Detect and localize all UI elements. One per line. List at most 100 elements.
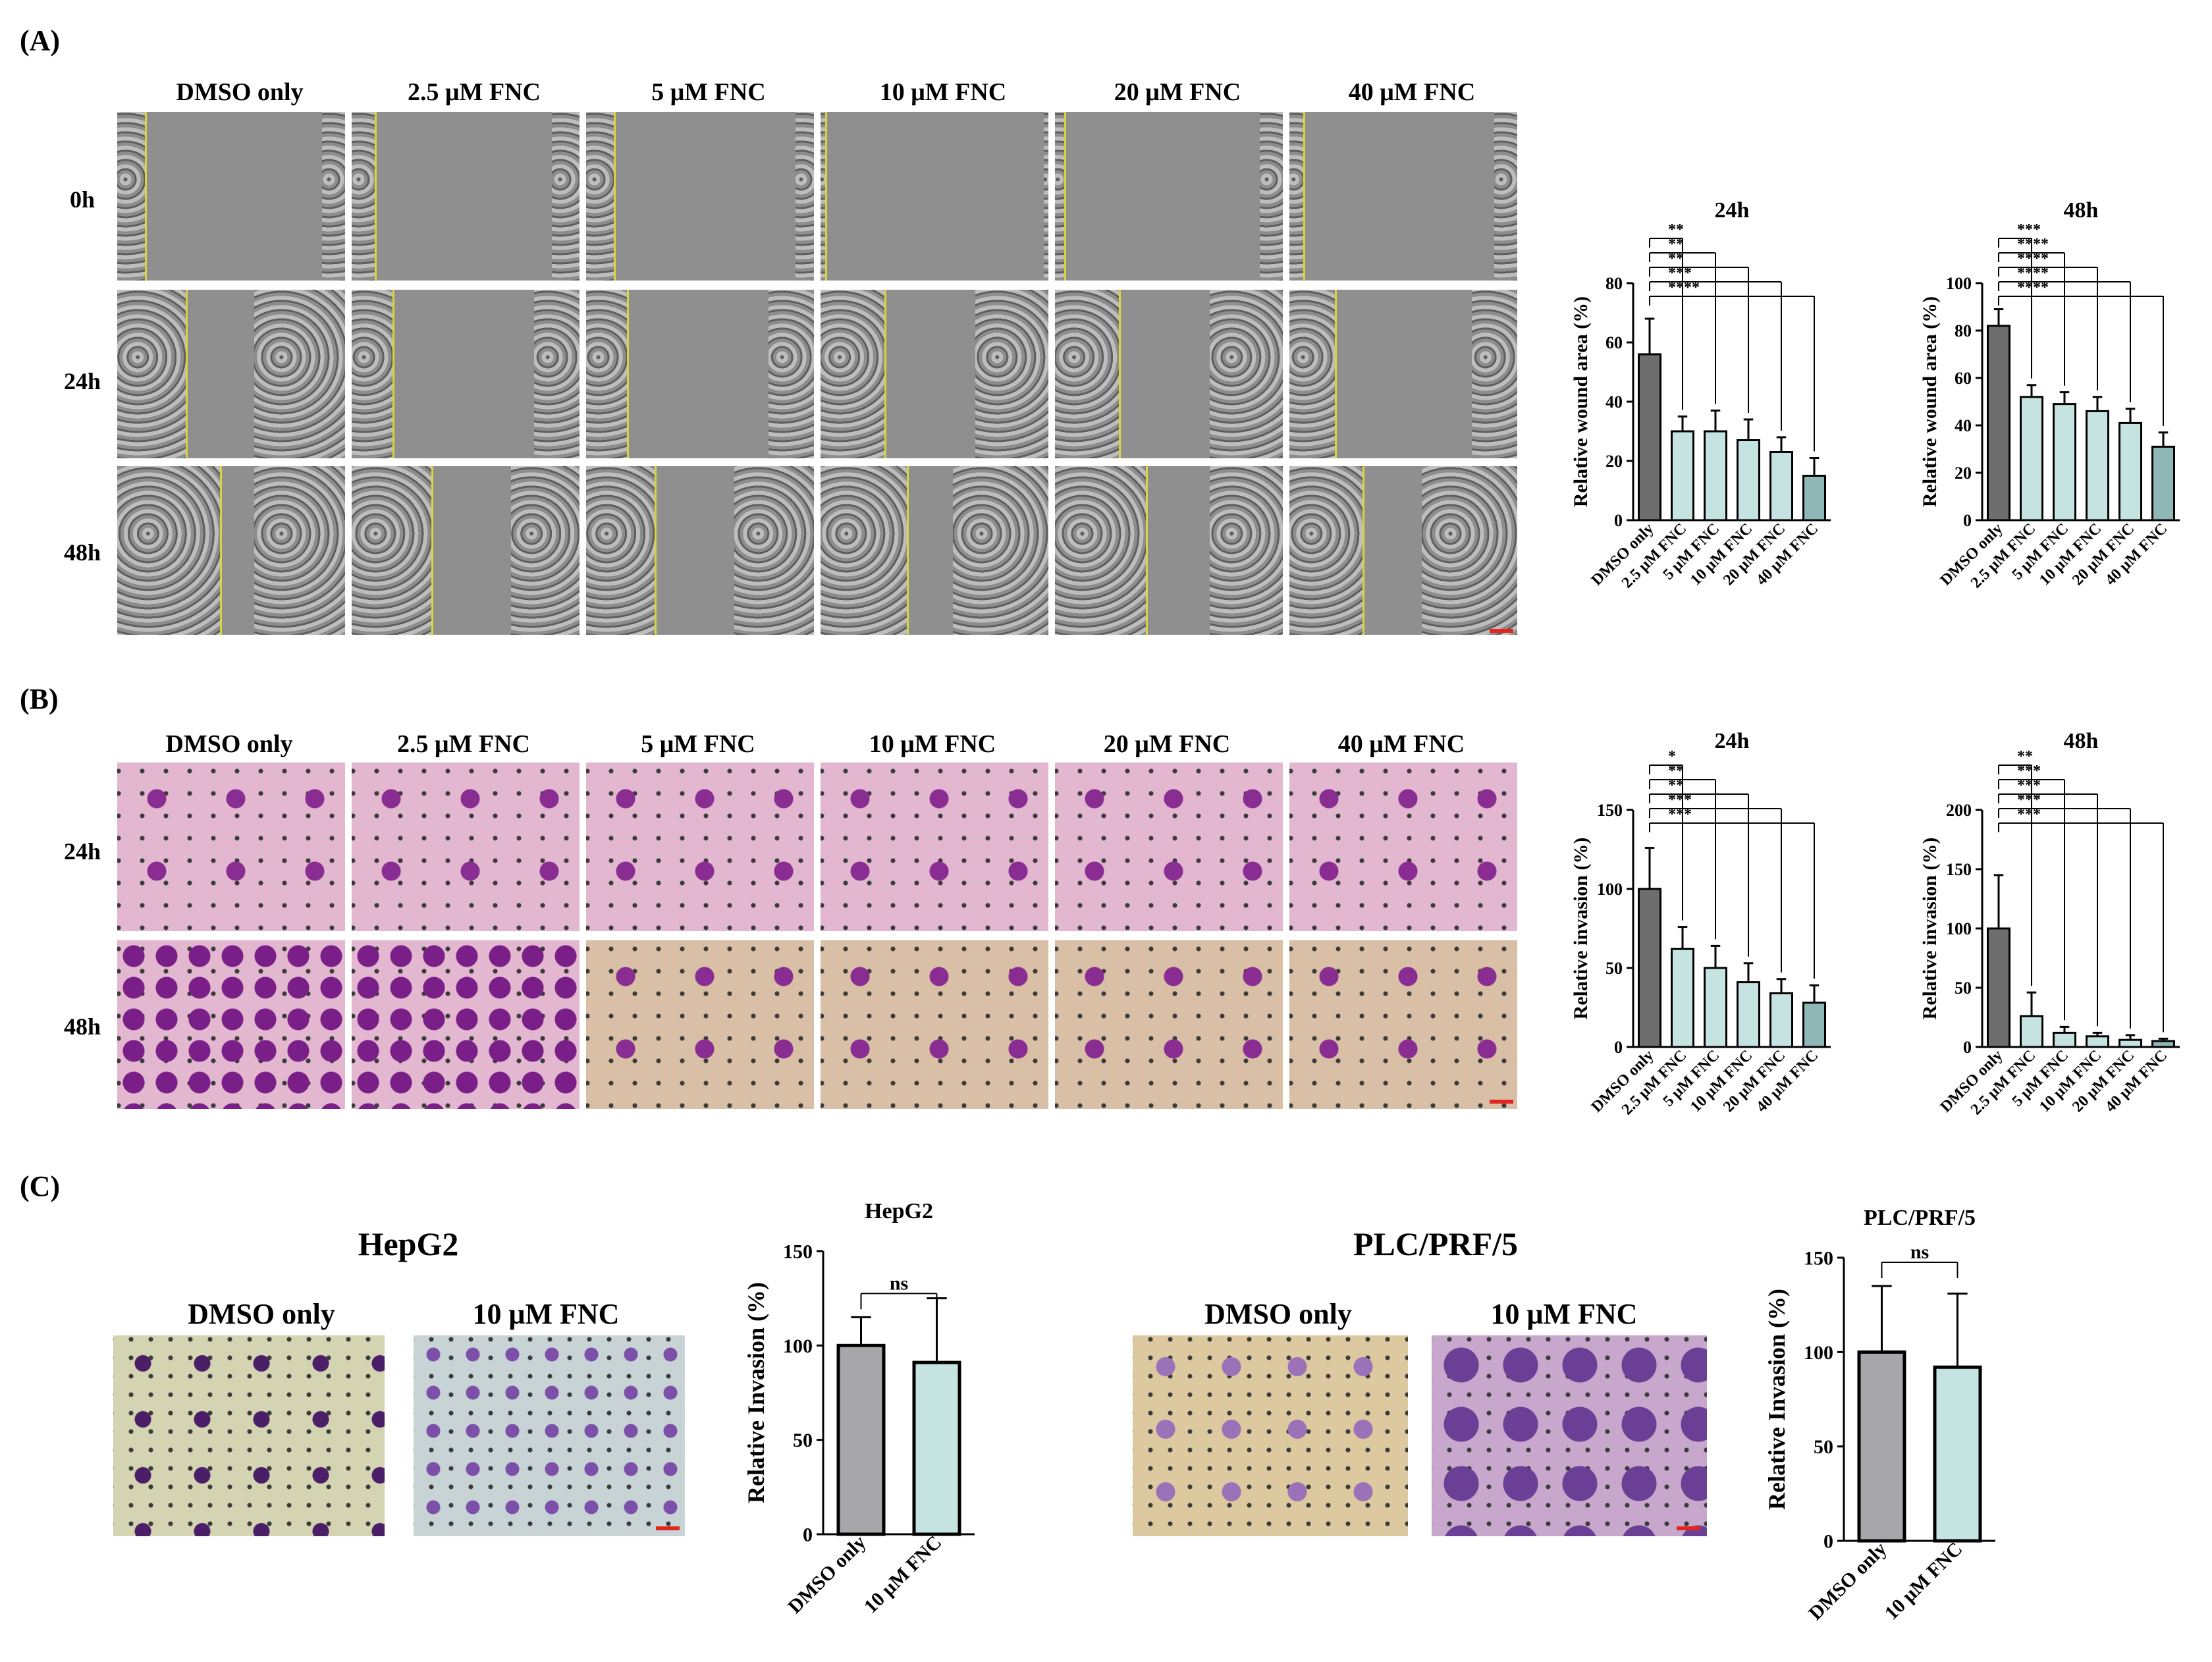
x-tick-label: DMSO only xyxy=(784,1532,870,1618)
panel-a-row-48h: 48h xyxy=(63,539,101,566)
bar xyxy=(1933,1365,1982,1543)
bar xyxy=(1638,353,1661,522)
wound-image-r0-c1 xyxy=(352,112,580,281)
y-axis-label: Relative Invasion (%) xyxy=(743,1282,769,1503)
y-tick-label: 20 xyxy=(1605,452,1623,471)
bar xyxy=(1857,1350,1906,1543)
significance-label: *** xyxy=(2017,777,2041,794)
significance-label: *** xyxy=(1668,265,1692,282)
bar xyxy=(1737,981,1760,1048)
invasion-24h-chart: 24h 0 50 100 150 Relative invasion (%) DMSO on… xyxy=(1548,724,1864,1185)
panel-b-row-24h: 24h xyxy=(63,838,101,865)
y-axis-label: Relative wound area (%) xyxy=(1570,296,1592,507)
x-tick-label: 10 μM FNC xyxy=(860,1532,946,1618)
wound-image-r2-c2 xyxy=(586,466,814,635)
chart-title: HepG2 xyxy=(865,1199,933,1223)
significance-label: *** xyxy=(2017,763,2041,780)
panel-a-col-20: 20 μM FNC xyxy=(1114,78,1241,106)
y-tick-label: 100 xyxy=(1804,1342,1833,1364)
invasion-image-r0-c4 xyxy=(1055,763,1283,931)
y-tick-label: 50 xyxy=(1605,959,1623,978)
wound-48h-chart: 48h 0 20 40 60 80 100 Relative wound area (%) DM… xyxy=(1897,191,2212,665)
bar xyxy=(1987,325,2010,522)
wound-image-r1-c2 xyxy=(586,290,814,458)
y-tick-label: 100 xyxy=(1597,880,1623,899)
panel-b-label: (B) xyxy=(20,683,59,715)
significance-label: ** xyxy=(1668,221,1684,238)
y-tick-label: 0 xyxy=(1963,1038,1972,1057)
wound-image-r1-c4 xyxy=(1055,290,1283,458)
wound-image-r1-c3 xyxy=(821,290,1048,458)
y-tick-label: 0 xyxy=(1823,1531,1833,1553)
y-tick-label: 50 xyxy=(793,1430,813,1451)
hepg2-col-fnc: 10 μM FNC xyxy=(472,1298,620,1330)
invasion-image-r1-c1 xyxy=(352,940,580,1109)
significance-label: **** xyxy=(2017,250,2049,267)
y-tick-label: 40 xyxy=(1955,416,1972,435)
y-tick-label: 200 xyxy=(1946,801,1972,820)
wound-image-r2-c1 xyxy=(352,466,580,635)
bar xyxy=(1671,430,1694,522)
significance-label: *** xyxy=(2017,791,2041,809)
bar xyxy=(1769,992,1793,1048)
y-tick-label: 150 xyxy=(1804,1248,1833,1270)
y-tick-label: 80 xyxy=(1605,274,1623,293)
y-tick-label: 0 xyxy=(803,1524,813,1546)
plc-fnc-image xyxy=(1432,1335,1707,1536)
y-tick-label: 40 xyxy=(1605,392,1623,412)
panel-a-col-40: 40 μM FNC xyxy=(1348,78,1476,106)
wound-image-r2-c3 xyxy=(821,466,1048,635)
y-axis-label: Relative wound area (%) xyxy=(1919,296,1941,507)
panel-b-col-10: 10 μM FNC xyxy=(869,730,996,758)
panel-a-col-10: 10 μM FNC xyxy=(879,78,1007,106)
significance-label: *** xyxy=(1668,791,1692,809)
significance-label: ** xyxy=(1668,250,1684,267)
plc-col-fnc: 10 μM FNC xyxy=(1490,1298,1638,1330)
wound-24h-chart: 24h 0 20 40 60 80 Relative wound area (%) DMSO … xyxy=(1548,191,1864,665)
hepg2-col-dmso: DMSO only xyxy=(188,1298,335,1330)
wound-image-r0-c2 xyxy=(586,112,814,281)
bar xyxy=(1671,948,1694,1048)
bar xyxy=(1638,888,1661,1048)
significance-label: ** xyxy=(1668,236,1684,253)
hepg2-title: HepG2 xyxy=(358,1225,459,1262)
bar xyxy=(2020,1015,2043,1048)
bar xyxy=(2086,410,2109,522)
significance-label: ** xyxy=(1668,763,1684,780)
bar xyxy=(836,1343,886,1536)
significance-label: ns xyxy=(890,1272,908,1294)
hepg2-invasion-svg: HepG2 0 50 100 150 Relative Invasion (%) DMSO … xyxy=(743,1199,975,1618)
invasion-image-r0-c3 xyxy=(821,763,1048,931)
plc-col-dmso: DMSO only xyxy=(1204,1298,1352,1330)
y-tick-label: 50 xyxy=(1955,978,1972,998)
bar xyxy=(1802,1002,1826,1048)
invasion-image-r1-c5 xyxy=(1289,940,1517,1109)
bar xyxy=(1737,439,1760,522)
panel-b-col-20: 20 μM FNC xyxy=(1103,730,1231,758)
bar xyxy=(2151,445,2175,522)
significance-label: *** xyxy=(1668,806,1692,823)
invasion-image-r0-c0 xyxy=(117,763,345,931)
y-tick-label: 150 xyxy=(1946,860,1972,879)
panel-b-col-5: 5 μM FNC xyxy=(641,730,755,758)
plc-dmso-image xyxy=(1133,1335,1408,1536)
bar xyxy=(2118,421,2142,522)
wound-image-r2-c5 xyxy=(1289,466,1517,635)
bar xyxy=(1802,475,1826,522)
wound-image-r0-c5 xyxy=(1289,112,1517,281)
y-axis-label: Relative invasion (%) xyxy=(1570,838,1592,1020)
invasion-image-r0-c5 xyxy=(1289,763,1517,931)
significance-label: *** xyxy=(2017,806,2041,823)
significance-label: ns xyxy=(1910,1241,1929,1263)
significance-label: **** xyxy=(2017,279,2049,296)
y-tick-label: 0 xyxy=(1963,511,1972,530)
plc-title: PLC/PRF/5 xyxy=(1353,1225,1518,1262)
invasion-image-r0-c2 xyxy=(586,763,814,931)
chart-title: 24h xyxy=(1715,198,1750,223)
y-tick-label: 20 xyxy=(1955,464,1972,483)
y-axis-label: Relative invasion (%) xyxy=(1919,838,1941,1020)
y-tick-label: 0 xyxy=(1614,511,1623,530)
bar xyxy=(2118,1038,2142,1048)
